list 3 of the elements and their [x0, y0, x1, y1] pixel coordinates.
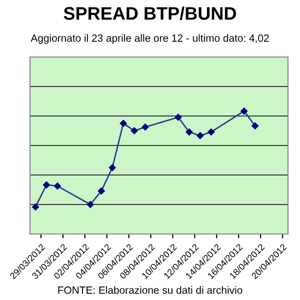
chart-subtitle: Aggiornato il 23 aprile alle ore 12 - ultimo dato: 4,02: [30, 34, 269, 44]
chart-title: SPREAD BTP/BUND: [64, 6, 236, 20]
source-note: FONTE: Elaborazione su dati di archivio: [58, 286, 242, 294]
